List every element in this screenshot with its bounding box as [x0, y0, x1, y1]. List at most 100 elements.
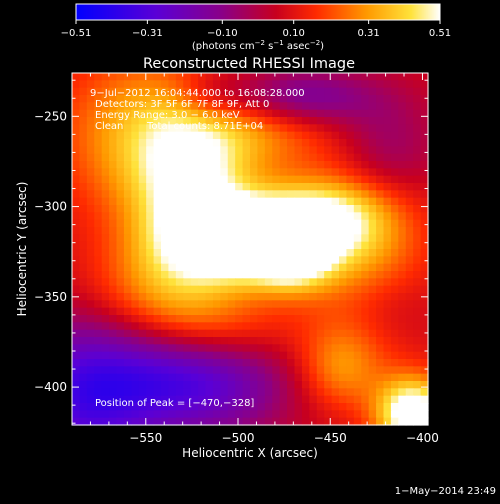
heatmap-cell: [264, 315, 273, 323]
heatmap-cell: [324, 102, 333, 111]
heatmap-cell: [324, 373, 333, 382]
heatmap-cell: [390, 175, 399, 184]
heatmap-cell: [212, 197, 221, 206]
heatmap-cell: [138, 175, 147, 184]
heatmap-cell: [361, 161, 370, 169]
heatmap-cell: [361, 109, 370, 118]
heatmap-cell: [331, 197, 340, 206]
heatmap-cell: [220, 197, 229, 206]
heatmap-cell: [123, 80, 132, 89]
footer-timestamp: 1−May−2014 23:49: [395, 486, 496, 497]
heatmap-cell: [346, 388, 355, 397]
heatmap-cell: [242, 161, 251, 169]
heatmap-cell: [190, 263, 199, 272]
heatmap-cell: [183, 212, 192, 221]
heatmap-cell: [390, 80, 399, 89]
heatmap-cell: [190, 175, 199, 184]
heatmap-cell: [131, 212, 140, 221]
heatmap-cell: [390, 219, 399, 228]
heatmap-cell: [94, 307, 103, 316]
heatmap-cell: [331, 256, 340, 265]
heatmap-cell: [131, 102, 140, 111]
heatmap-cell: [116, 212, 125, 221]
heatmap-cell: [227, 271, 236, 279]
heatmap-cell: [235, 263, 244, 272]
heatmap-cell: [279, 285, 288, 294]
heatmap-cell: [161, 95, 170, 103]
colorbar-tick-label: −0.10: [207, 28, 238, 39]
heatmap-cell: [287, 403, 296, 411]
heatmap-cell: [168, 263, 177, 272]
heatmap-cell: [168, 410, 177, 419]
heatmap-cell: [242, 109, 251, 118]
heatmap-cell: [279, 197, 288, 206]
heatmap-cell: [198, 241, 207, 250]
heatmap-cell: [264, 395, 273, 404]
heatmap-cell: [109, 80, 118, 89]
heatmap-cell: [301, 117, 310, 125]
heatmap-cell: [79, 161, 88, 169]
heatmap-cell: [250, 322, 259, 331]
heatmap-cell: [309, 315, 318, 323]
heatmap-cell: [309, 139, 318, 147]
heatmap-cell: [272, 146, 281, 155]
heatmap-cell: [79, 337, 88, 345]
heatmap-cell: [116, 351, 125, 360]
heatmap-cell: [161, 124, 170, 133]
heatmap-cell: [146, 351, 155, 360]
heatmap-cell: [79, 307, 88, 316]
heatmap-cell: [294, 388, 303, 397]
heatmap-cell: [353, 219, 362, 228]
heatmap-cell: [250, 337, 259, 345]
heatmap-cell: [161, 307, 170, 316]
heatmap-cell: [287, 175, 296, 184]
heatmap-cell: [309, 153, 318, 162]
heatmap-cell: [405, 183, 414, 191]
heatmap-cell: [331, 366, 340, 375]
heatmap-cell: [205, 373, 214, 382]
heatmap-cell: [161, 241, 170, 250]
heatmap-cell: [198, 212, 207, 221]
heatmap-cell: [116, 307, 125, 316]
heatmap-cell: [242, 271, 251, 279]
heatmap-cell: [212, 315, 221, 323]
heatmap-cell: [72, 329, 81, 338]
heatmap-cell: [405, 285, 414, 294]
heatmap-cell: [212, 168, 221, 177]
heatmap-cell: [316, 256, 325, 265]
heatmap-cell: [353, 109, 362, 118]
heatmap-cell: [398, 278, 407, 287]
heatmap-cell: [79, 197, 88, 206]
heatmap-cell: [168, 161, 177, 169]
x-tick-label: −450: [314, 431, 347, 445]
heatmap-cell: [212, 80, 221, 89]
heatmap-cell: [227, 212, 236, 221]
heatmap-cell: [287, 256, 296, 265]
heatmap-cell: [94, 395, 103, 404]
heatmap-cell: [123, 293, 132, 301]
heatmap-cell: [161, 175, 170, 184]
heatmap-cell: [72, 388, 81, 397]
heatmap-cell: [257, 249, 266, 257]
heatmap-cell: [198, 139, 207, 147]
heatmap-cell: [212, 293, 221, 301]
heatmap-cell: [339, 212, 348, 221]
heatmap-cell: [346, 359, 355, 367]
heatmap-cell: [123, 300, 132, 309]
heatmap-cell: [101, 366, 110, 375]
heatmap-cell: [205, 175, 214, 184]
heatmap-cell: [72, 234, 81, 243]
heatmap-cell: [242, 168, 251, 177]
heatmap-cell: [198, 219, 207, 228]
heatmap-cell: [198, 175, 207, 184]
heatmap-cell: [287, 73, 296, 81]
heatmap-cell: [309, 373, 318, 382]
heatmap-cell: [331, 219, 340, 228]
heatmap-cell: [257, 344, 266, 353]
heatmap-cell: [235, 168, 244, 177]
heatmap-cell: [405, 146, 414, 155]
heatmap-cell: [183, 124, 192, 133]
heatmap-cell: [242, 403, 251, 411]
heatmap-cell: [94, 95, 103, 103]
heatmap-cell: [183, 175, 192, 184]
